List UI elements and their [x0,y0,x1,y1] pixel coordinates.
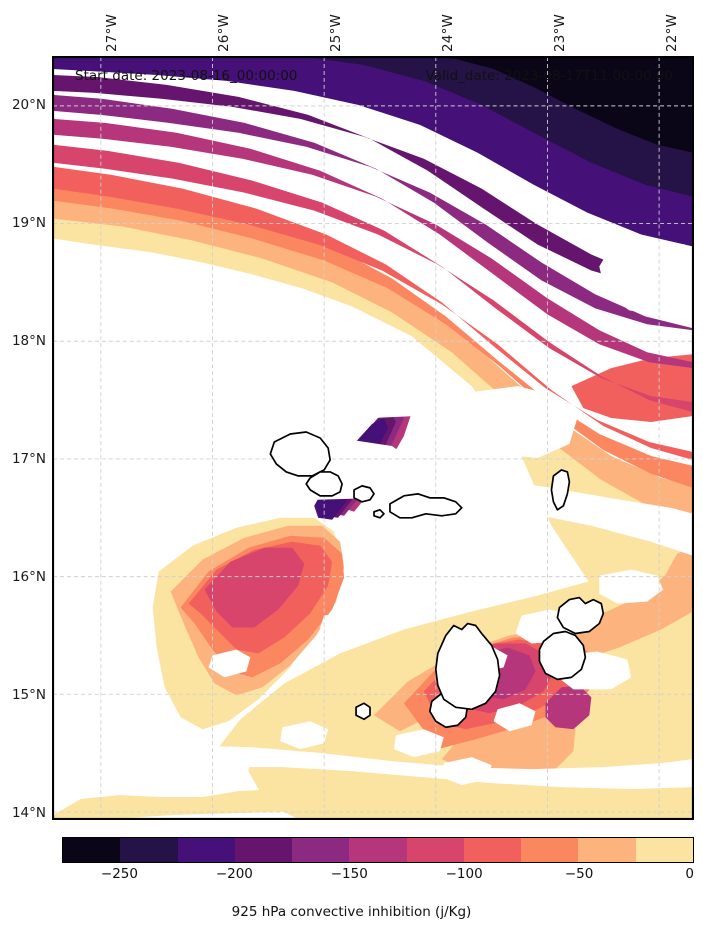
colorbar-title: 925 hPa convective inhibition (j/Kg) [231,904,472,920]
colorbar-tick-0: 0 [685,866,694,882]
coastlines-group [269,431,605,729]
colorbar-band-0[interactable] [63,838,121,862]
colorbar-band-7[interactable] [463,838,522,862]
nodata-pocket-1 [415,571,490,608]
lon-tick-27w: 27°W [104,13,120,52]
map-gridlines [53,57,693,819]
lon-tick-25w: 25°W [328,13,344,52]
contour-map-svg [53,57,693,819]
colorbar-band-8[interactable] [521,838,579,862]
nodata-sea-gap [53,459,693,556]
colorbar-band-1[interactable] [120,838,178,862]
colorbar-tick-neg50: −50 [564,866,594,882]
colorbar-tick-neg200: −200 [215,866,253,882]
lat-tick-14n: 14°N [11,805,46,821]
colorbar-band-10[interactable] [635,838,693,862]
nodata-cut-e [53,400,171,468]
colorbar-tick-neg100: −100 [445,866,483,882]
nodata-pocket-5 [320,611,359,636]
nodata-pocket-9 [280,721,329,750]
colorbar-band-2[interactable] [177,838,235,862]
nodata-cut-a [324,348,444,419]
nodata-cut-c [599,238,693,317]
islet-branco [373,508,385,519]
nodata-pocket-10 [208,649,251,678]
colorbar-band-5[interactable] [349,838,407,862]
start-date-annotation: Start date: 2023-08-16_00:00:00 [75,68,298,84]
island-fogo [538,630,587,681]
lat-tick-15n: 15°N [11,687,46,703]
island-sao-nicolau [389,493,463,519]
lat-tick-18n: 18°N [11,333,46,349]
lat-tick-17n: 17°N [11,451,46,467]
island-santiago [434,622,501,711]
nodata-pocket-8 [393,729,444,758]
colorbar-tick-neg150: −150 [330,866,368,882]
band-100-75-east [571,354,693,423]
island-santo-antao [269,431,331,477]
colorbar-tick-neg250: −250 [100,866,138,882]
island-boa-vista [556,596,605,635]
nodata-pocket-3 [599,569,664,604]
colorbar[interactable] [62,837,694,863]
island-santa-luzia [353,485,375,503]
nodata-cut-b [459,386,578,458]
nodata-bottom-gap [53,745,693,790]
band-100-75-ne [53,166,693,460]
lon-tick-24w: 24°W [440,13,456,52]
island-sal [550,469,571,511]
colorbar-band-4[interactable] [292,838,350,862]
lon-tick-22w: 22°W [664,13,680,52]
colorbar-band-6[interactable] [406,838,464,862]
lon-tick-23w: 23°W [552,13,568,52]
band-175-150-ne [53,94,693,331]
colorbar-band-3[interactable] [234,838,293,862]
band-75-50-ne [53,176,693,488]
map-plot-area[interactable]: Start date: 2023-08-16_00:00:00 Valid_da… [52,56,694,820]
lat-tick-19n: 19°N [11,215,46,231]
lat-tick-16n: 16°N [11,569,46,585]
band-50-25-ne [53,192,693,526]
band-200-175-ne [53,74,693,293]
island-sao-vicente [305,471,343,497]
valid-date-annotation: Valid_date: 2023-08-17T11:00:00.00 [425,68,673,84]
band-25-0-bottom-strip2 [292,807,482,819]
island-brava [355,702,371,721]
lon-tick-26w: 26°W [216,13,232,52]
band-150-125-br [545,685,592,730]
nodata-pocket-7 [493,703,536,732]
colorbar-band-9[interactable] [578,838,636,862]
band-125-100-west-tip [204,547,305,628]
band-275-250-ne-b [549,57,693,105]
band-25-0-bottom-strip [53,787,652,819]
lat-tick-20n: 20°N [11,97,46,113]
